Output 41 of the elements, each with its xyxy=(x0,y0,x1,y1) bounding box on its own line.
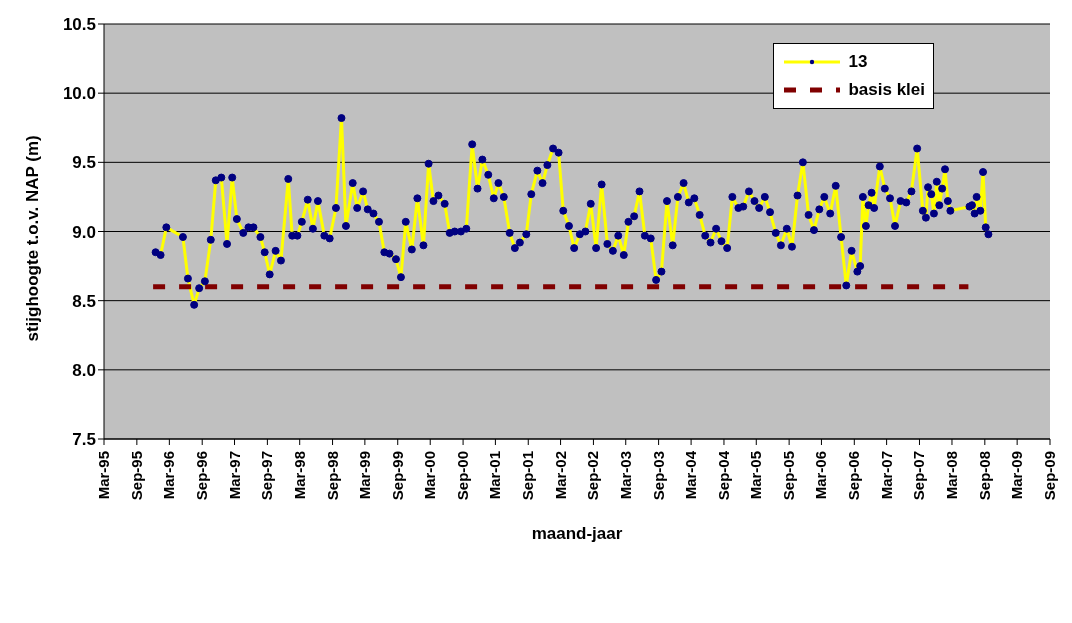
x-tick-label: Mar-03 xyxy=(616,451,634,500)
x-tick-label: Mar-00 xyxy=(421,451,439,500)
legend-label: basis klei xyxy=(848,80,925,100)
x-tick-label: Mar-08 xyxy=(942,451,960,500)
x-tick-label: Mar-96 xyxy=(160,451,178,500)
y-tick-label: 10.0 xyxy=(62,84,96,104)
y-axis-title: stijghoogte t.o.v. NAP (m) xyxy=(23,135,43,342)
x-tick-label: Sep-05 xyxy=(780,451,798,501)
x-tick-label: Sep-96 xyxy=(193,451,211,501)
x-tick-label: Sep-03 xyxy=(649,451,667,501)
x-tick-label: Sep-98 xyxy=(323,451,341,501)
legend-label: 13 xyxy=(848,52,868,72)
x-tick-label: Sep-01 xyxy=(519,451,537,501)
x-tick-label: Sep-00 xyxy=(454,451,472,501)
x-tick-label: Sep-06 xyxy=(845,451,863,501)
x-tick-label: Mar-95 xyxy=(95,451,112,500)
x-tick-label: Sep-95 xyxy=(127,451,145,501)
x-tick-label: Mar-04 xyxy=(682,450,700,500)
x-tick-label: Sep-97 xyxy=(258,451,276,501)
x-tick-label: Sep-08 xyxy=(975,451,993,501)
x-tick-label: Mar-01 xyxy=(486,451,504,500)
x-tick-label: Mar-05 xyxy=(747,451,765,500)
y-tick-label: 8.0 xyxy=(72,360,96,380)
x-tick-label: Sep-04 xyxy=(714,450,732,501)
x-tick-label: Mar-07 xyxy=(877,451,895,500)
y-tick-label: 9.0 xyxy=(72,222,96,242)
x-tick-label: Mar-97 xyxy=(225,451,243,500)
y-tick-label: 9.5 xyxy=(72,153,96,173)
x-tick-label: Mar-06 xyxy=(812,451,830,500)
y-tick-label: 10.5 xyxy=(62,15,96,35)
x-tick-label: Mar-02 xyxy=(551,451,569,500)
x-axis-title: maand-jaar xyxy=(531,524,623,543)
x-tick-label: Mar-99 xyxy=(355,451,373,500)
x-tick-label: Sep-09 xyxy=(1041,451,1058,501)
x-tick-label: Sep-99 xyxy=(388,451,406,501)
y-tick-label: 8.5 xyxy=(72,291,96,311)
y-tick-label: 7.5 xyxy=(72,430,96,450)
x-tick-label: Sep-02 xyxy=(584,451,602,501)
x-tick-label: Mar-98 xyxy=(290,451,308,500)
x-tick-label: Sep-07 xyxy=(910,451,928,501)
x-tick-label: Mar-09 xyxy=(1008,451,1026,500)
